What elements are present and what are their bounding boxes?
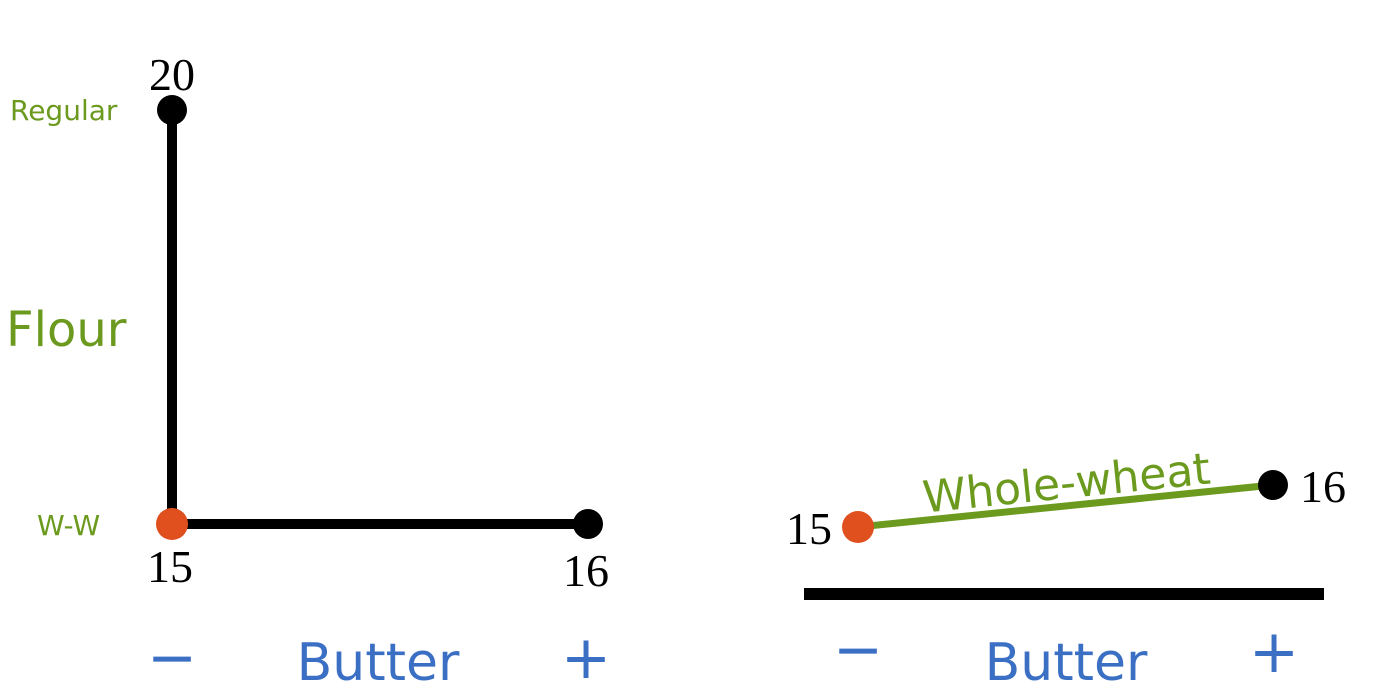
butter-minus-label: − — [833, 615, 883, 685]
butter-plus-label: + — [1249, 617, 1299, 687]
value-right: 16 — [1300, 461, 1346, 512]
point-ww-low-butter — [156, 508, 188, 540]
point-regular-low-butter — [157, 95, 187, 125]
line-label-whole-wheat: Whole-wheat — [920, 444, 1212, 524]
point-ww-minus — [842, 511, 874, 543]
butter-minus-label: − — [147, 623, 197, 693]
right-panel: Whole-wheat 15 16 − Butter + — [786, 444, 1346, 693]
whole-wheat-line — [857, 481, 1274, 531]
value-right: 16 — [563, 545, 609, 596]
flour-low-label: W-W — [37, 509, 100, 542]
left-panel: 20 15 16 Regular W-W Flour − Butter + — [6, 49, 611, 693]
value-top: 20 — [149, 49, 195, 100]
point-ww-high-butter — [573, 509, 603, 539]
flour-high-label: Regular — [10, 94, 118, 127]
butter-axis-title: Butter — [297, 633, 460, 693]
butter-plus-label: + — [561, 623, 611, 693]
value-left: 15 — [786, 503, 832, 554]
value-origin: 15 — [147, 541, 193, 592]
flour-axis-title: Flour — [6, 302, 127, 358]
butter-axis-title: Butter — [985, 633, 1148, 693]
point-ww-plus — [1258, 470, 1288, 500]
